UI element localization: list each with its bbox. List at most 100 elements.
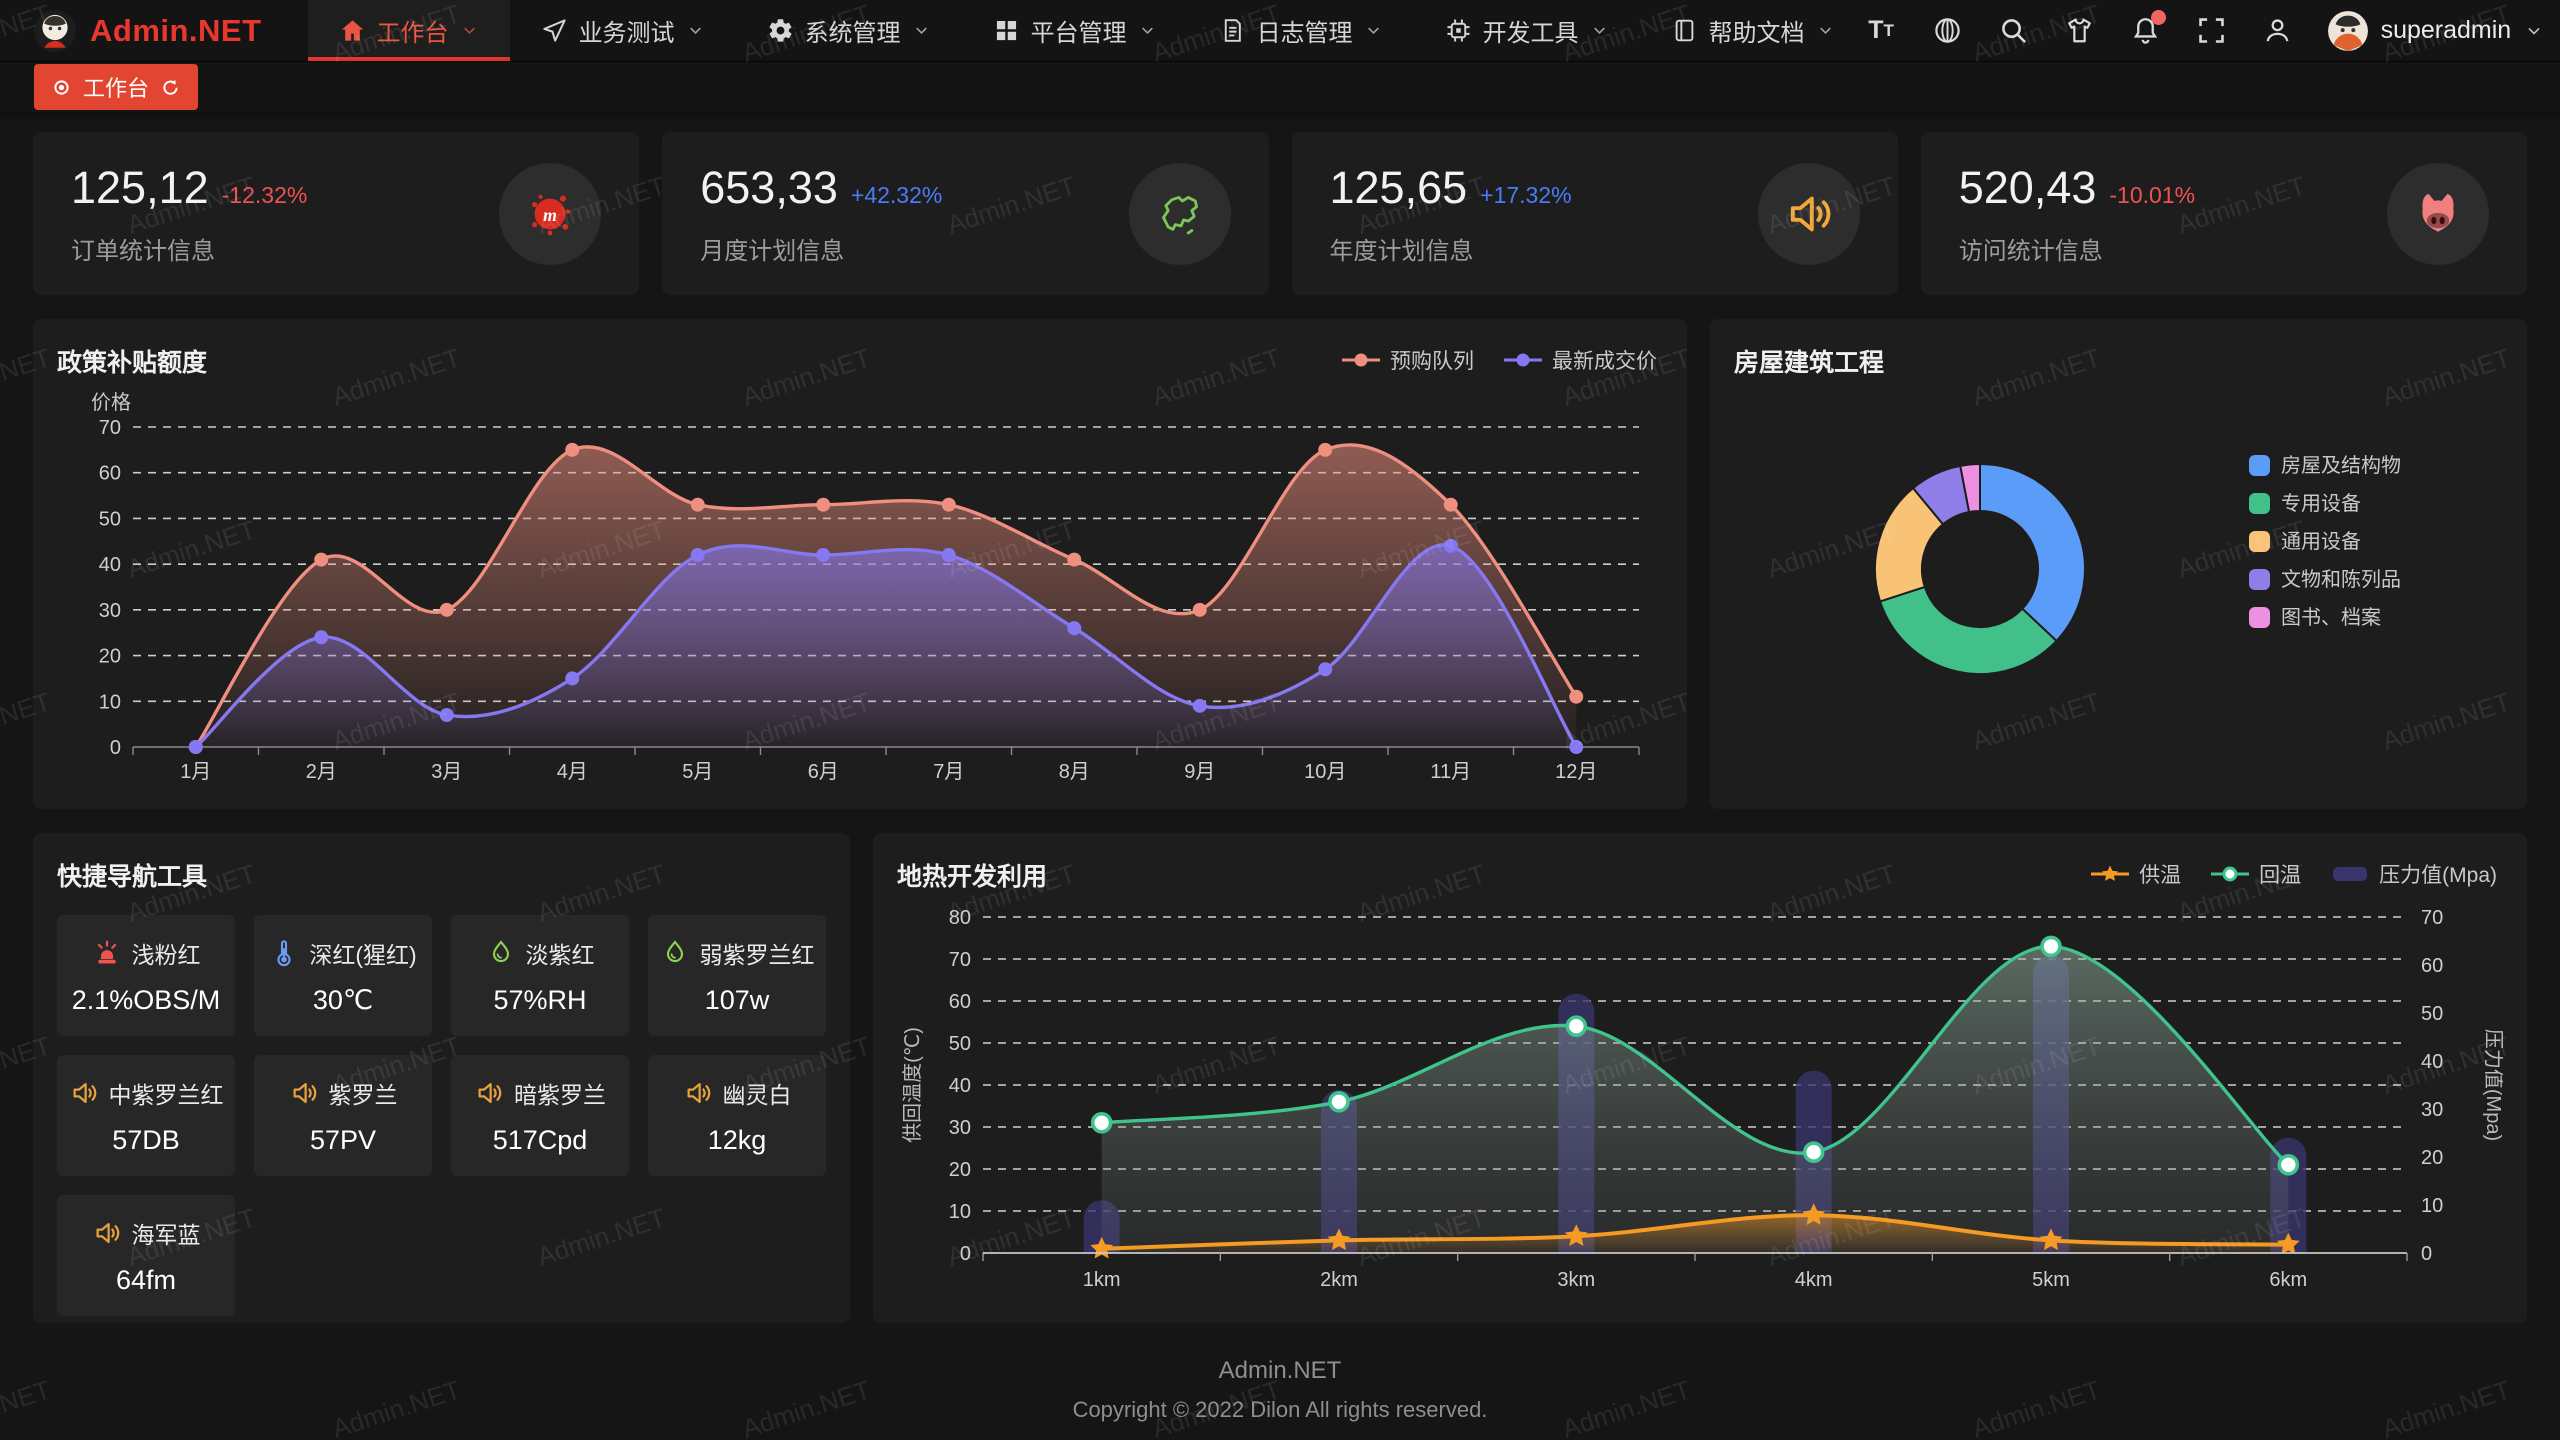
footer-brand: Admin.NET	[1218, 1357, 1342, 1384]
legend-item-通用设备[interactable]: 通用设备	[2249, 530, 2361, 553]
svg-text:70: 70	[99, 417, 121, 439]
nav-item-工作台[interactable]: 工作台	[307, 0, 510, 61]
theme-tshirt-icon[interactable]	[2064, 15, 2095, 46]
quick-nav-item-value: 30℃	[312, 984, 374, 1015]
quick-nav-item-弱紫罗兰红[interactable]: 弱紫罗兰红 107w	[648, 915, 826, 1036]
quick-nav-item-value: 107w	[704, 984, 770, 1015]
profile-icon[interactable]	[2262, 15, 2293, 46]
svg-text:6km: 6km	[2269, 1269, 2307, 1291]
fullscreen-icon[interactable]	[2196, 15, 2227, 46]
subsidy-chart-card: 政策补贴额度 预购队列 最新成交价 0 10 20 30 40 50 60 70 1月 2月 3月 4月…	[33, 319, 1687, 809]
stat-card-4: 520,43 -10.01% 访问统计信息	[1920, 132, 2527, 295]
quick-nav-item-name: 弱紫罗兰红	[699, 941, 815, 968]
nav-item-业务测试[interactable]: 业务测试	[510, 0, 736, 61]
app-logo[interactable]: Admin.NET	[0, 0, 308, 61]
pig-face-icon	[2412, 188, 2464, 240]
stat-card-2: 653,33 +42.32% 月度计划信息	[662, 132, 1269, 295]
stat-delta: -12.32%	[221, 181, 308, 208]
quick-nav-card: 快捷导航工具 浅粉红 2.1%OBS/M 深红(猩红) 30℃ 淡紫红 57%RH 弱紫罗兰…	[33, 833, 850, 1323]
legend-label: 最新成交价	[1552, 350, 1657, 373]
quick-nav-item-紫罗兰[interactable]: 紫罗兰 57PV	[254, 1055, 432, 1176]
quick-nav-item-幽灵白[interactable]: 幽灵白 12kg	[648, 1055, 826, 1176]
language-icon[interactable]	[1932, 15, 1963, 46]
quick-nav-item-value: 57DB	[112, 1124, 180, 1155]
legend-item-专用设备[interactable]: 专用设备	[2249, 492, 2361, 515]
tab-workbench[interactable]: 工作台	[34, 64, 199, 110]
legend-item-文物和陈列品[interactable]: 文物和陈列品	[2249, 568, 2401, 591]
svg-text:0: 0	[960, 1243, 971, 1265]
quick-nav-item-海军蓝[interactable]: 海军蓝 64fm	[57, 1195, 235, 1316]
svg-text:图书、档案: 图书、档案	[2281, 606, 2381, 629]
stat-card-text: 653,33 +42.32% 月度计划信息	[700, 162, 942, 266]
quick-nav-item-value: 57PV	[309, 1124, 377, 1155]
svg-text:8月: 8月	[1059, 761, 1090, 783]
notification-bell-icon[interactable]	[2130, 10, 2166, 46]
svg-text:7月: 7月	[933, 761, 964, 783]
svg-text:1km: 1km	[1083, 1269, 1121, 1291]
geothermal-mixed-chart[interactable]: 0 10 20 30 40 50 60 70 80 0 10 20 30 40 50 60 70 1km 2km 3k…	[897, 893, 2503, 1297]
stat-card-text: 125,65 +17.32% 年度计划信息	[1330, 162, 1572, 266]
legend-item-回温[interactable]: 回温	[2211, 859, 2301, 889]
tab-active-dot-icon	[51, 77, 72, 98]
svg-text:0: 0	[110, 737, 121, 759]
quick-nav-item-name: 中紫罗兰红	[108, 1081, 224, 1108]
svg-text:70: 70	[2421, 907, 2443, 929]
subsidy-area-chart[interactable]: 0 10 20 30 40 50 60 70 1月 2月 3月 4月 5月 6月 7月 8月 9月 10月 11月 1…	[57, 379, 1663, 783]
nav-item-平台管理[interactable]: 平台管理	[962, 0, 1188, 61]
legend-item-供温[interactable]: 供温	[2091, 859, 2181, 889]
nav-item-帮助文档[interactable]: 帮助文档	[1640, 0, 1866, 61]
refresh-icon[interactable]	[160, 77, 181, 98]
donut-slice-房屋及结构物[interactable]	[1979, 462, 2086, 643]
legend-item-房屋及结构物[interactable]: 房屋及结构物	[2249, 454, 2401, 477]
quick-nav-item-淡紫红[interactable]: 淡紫红 57%RH	[451, 915, 629, 1036]
nav-item-系统管理[interactable]: 系统管理	[736, 0, 962, 61]
building-chart-title: 房屋建筑工程	[1734, 349, 1885, 377]
log-icon	[1219, 17, 1246, 44]
donut-slice-专用设备[interactable]	[1878, 585, 2058, 675]
quick-nav-item-中紫罗兰红[interactable]: 中紫罗兰红 57DB	[57, 1055, 235, 1176]
legend-item-最新成交价[interactable]: 最新成交价	[1504, 345, 1657, 375]
book-icon	[1671, 17, 1698, 44]
stat-card-3: 125,65 +17.32% 年度计划信息	[1291, 132, 1898, 295]
nav-item-日志管理[interactable]: 日志管理	[1188, 0, 1414, 61]
quick-nav-item-浅粉红[interactable]: 浅粉红 2.1%OBS/M	[57, 915, 235, 1036]
donut-slice-图书、档案[interactable]	[1959, 462, 1981, 514]
geothermal-chart-card: 地热开发利用 供温 回温 压力值(Mpa) 0 10 20 30 40 50 60 70 80 0 10…	[873, 833, 2527, 1323]
search-icon[interactable]	[1998, 15, 2029, 46]
tab-label: 工作台	[83, 76, 150, 101]
quick-nav-item-暗紫罗兰[interactable]: 暗紫罗兰 517Cpd	[451, 1055, 629, 1176]
navbar-actions: T T superadmin	[1866, 0, 2560, 61]
svg-text:40: 40	[949, 1075, 971, 1097]
svg-text:压力值(Mpa): 压力值(Mpa)	[2482, 1029, 2503, 1141]
app-title: Admin.NET	[90, 12, 262, 48]
legend-item-预购队列[interactable]: 预购队列	[1342, 345, 1474, 375]
quick-nav-item-深红(猩红)[interactable]: 深红(猩红) 30℃	[254, 915, 432, 1036]
notification-badge	[2150, 10, 2166, 25]
svg-text:4km: 4km	[1795, 1269, 1833, 1291]
quick-nav-grid: 浅粉红 2.1%OBS/M 深红(猩红) 30℃ 淡紫红 57%RH 弱紫罗兰红 107w 中紫…	[57, 915, 826, 1316]
stat-card-text: 520,43 -10.01% 访问统计信息	[1959, 162, 2195, 266]
legend-item-图书、档案[interactable]: 图书、档案	[2249, 606, 2381, 629]
svg-text:10: 10	[949, 1201, 971, 1223]
chevron-down-icon	[1816, 21, 1835, 40]
svg-text:文物和陈列品: 文物和陈列品	[2281, 568, 2401, 591]
china-map-icon	[1154, 188, 1206, 240]
stat-delta: +17.32%	[1480, 181, 1572, 208]
main-content: 125,12 -12.32% 订单统计信息 653,33 +42.32% 月度计划信息 12…	[0, 112, 2560, 1423]
svg-text:2km: 2km	[1320, 1269, 1358, 1291]
stat-cards-row: 125,12 -12.32% 订单统计信息 653,33 +42.32% 月度计划信息 12…	[33, 132, 2527, 295]
legend-label: 预购队列	[1390, 350, 1474, 373]
tab-bar: 工作台	[0, 62, 2560, 112]
user-menu[interactable]: superadmin	[2327, 10, 2545, 51]
nav-item-label: 业务测试	[578, 20, 675, 47]
user-avatar	[2327, 10, 2368, 51]
svg-text:60: 60	[99, 463, 121, 485]
legend-label: 回温	[2259, 864, 2302, 887]
svg-text:4月: 4月	[557, 761, 588, 783]
legend-item-压力值(Mpa)[interactable]: 压力值(Mpa)	[2331, 859, 2497, 889]
quick-nav-title: 快捷导航工具	[57, 863, 208, 891]
nav-item-开发工具[interactable]: 开发工具	[1414, 0, 1640, 61]
